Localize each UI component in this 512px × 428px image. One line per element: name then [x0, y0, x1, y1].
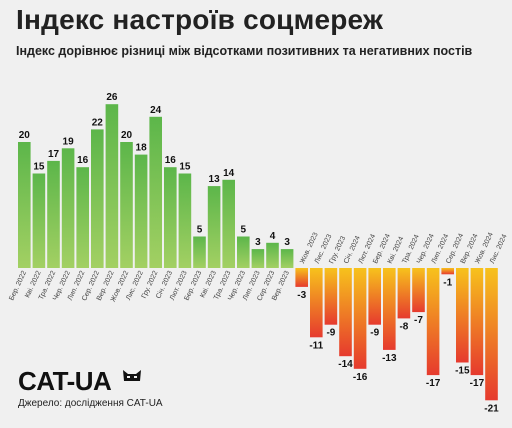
- bar: [397, 268, 411, 319]
- bar: [120, 142, 133, 268]
- bar: [280, 249, 294, 268]
- value-labels-group: 201517191622262018241615513145343-3-11-9…: [19, 92, 499, 414]
- chart-title: Індекс настроїв соцмереж: [16, 4, 384, 35]
- bar-value-label: 24: [150, 105, 162, 116]
- bar-value-label: 4: [270, 231, 276, 242]
- bar: [32, 173, 46, 268]
- bar: [456, 268, 469, 363]
- source-note: Джерело: дослідження CAT-UA: [18, 398, 163, 409]
- bar: [149, 116, 162, 268]
- bar: [339, 268, 352, 357]
- bar-value-label: 20: [121, 130, 133, 141]
- bar-value-label: -7: [414, 315, 423, 326]
- bar: [485, 268, 498, 401]
- bar: [61, 148, 75, 268]
- bar-value-label: -15: [455, 366, 470, 377]
- bar: [441, 268, 454, 275]
- bar: [470, 268, 484, 376]
- bar: [324, 268, 338, 325]
- chart-subtitle: Індекс дорівнює різниці між відсотками п…: [16, 44, 473, 58]
- bar-value-label: -14: [338, 359, 353, 370]
- bar: [310, 268, 323, 338]
- bar-value-label: 16: [77, 155, 89, 166]
- cat-ua-logo: CAT-UA: [18, 366, 112, 396]
- bar-value-label: -13: [382, 353, 397, 364]
- bar-value-label: 18: [136, 143, 148, 154]
- bar-value-label: -9: [326, 328, 335, 339]
- bar: [426, 268, 440, 376]
- cat-face-icon: [123, 370, 141, 381]
- bar-value-label: 22: [92, 117, 104, 128]
- bar-value-label: 19: [63, 136, 75, 147]
- bar: [18, 142, 31, 268]
- bar-value-label: -11: [309, 340, 323, 351]
- bar: [222, 179, 235, 268]
- bar: [207, 186, 221, 268]
- bar: [91, 129, 104, 268]
- bar: [47, 160, 60, 268]
- bar-value-label: 3: [284, 237, 290, 248]
- bar: [251, 249, 265, 268]
- bar: [178, 173, 192, 268]
- bar: [105, 104, 119, 268]
- bar-value-label: 3: [255, 237, 261, 248]
- bar: [412, 268, 425, 313]
- bar: [383, 268, 396, 350]
- bar-value-label: -21: [484, 403, 499, 414]
- bar-value-label: -16: [353, 372, 368, 383]
- bar-value-label: 16: [165, 155, 177, 166]
- bar: [76, 167, 89, 268]
- bar-value-label: 5: [241, 225, 247, 236]
- bar-value-label: 17: [48, 149, 60, 160]
- bar-value-label: -3: [297, 290, 306, 301]
- bar-value-label: 26: [106, 92, 118, 103]
- bar: [295, 268, 308, 287]
- bar: [134, 154, 148, 268]
- bar: [193, 236, 206, 268]
- bar-value-label: 14: [223, 168, 235, 179]
- bar-value-label: -1: [443, 277, 452, 288]
- bar: [368, 268, 381, 325]
- bar-value-label: -17: [426, 378, 441, 389]
- bar-value-label: 13: [209, 174, 221, 185]
- bars-group: [18, 104, 498, 401]
- bar: [164, 167, 177, 268]
- bar-value-label: 5: [197, 225, 203, 236]
- bar: [353, 268, 367, 369]
- bar-value-label: 20: [19, 130, 31, 141]
- bar-value-label: -8: [399, 321, 408, 332]
- bar-value-label: -9: [370, 328, 379, 339]
- bar-value-label: 15: [33, 162, 45, 173]
- bar: [237, 236, 250, 268]
- bar-value-label: 15: [179, 162, 191, 173]
- bar: [266, 242, 279, 268]
- bar-value-label: -17: [470, 378, 485, 389]
